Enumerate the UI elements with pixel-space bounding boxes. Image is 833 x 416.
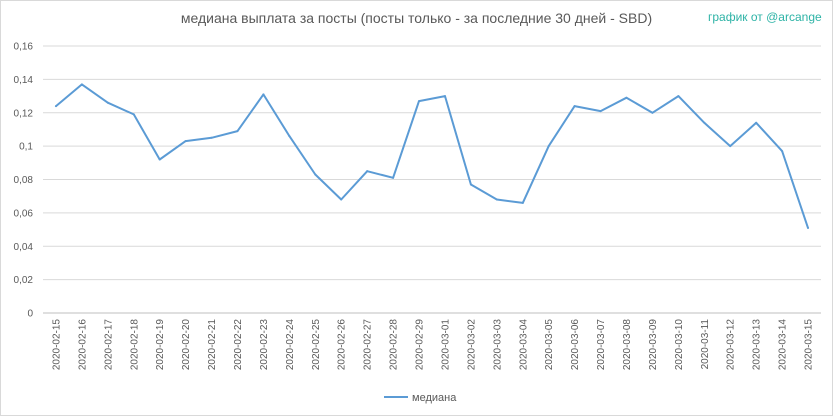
x-axis-ticks: 2020-02-15 2020-02-16 2020-02-17 2020-02-18… [51,319,814,371]
x-tick-label: 2020-03-03 [492,319,503,371]
x-tick-label: 2020-02-22 [233,319,244,371]
x-tick-label: 2020-03-02 [466,319,477,371]
x-tick-label: 2020-03-06 [570,319,581,371]
x-tick-label: 2020-02-23 [259,319,270,371]
x-tick-label: 2020-03-11 [700,319,711,370]
y-tick-label: 0 [27,309,33,320]
x-tick-label: 2020-03-12 [726,319,737,371]
data-point [729,145,732,148]
data-point [392,176,395,179]
data-point [547,145,550,148]
data-point [495,198,498,201]
data-point [366,170,369,173]
data-point [236,130,239,133]
y-tick-label: 0,08 [14,175,34,186]
data-point [755,121,758,124]
x-tick-label: 2020-02-17 [103,319,114,371]
legend-label: медиана [412,392,457,404]
gridlines [43,45,821,314]
x-tick-label: 2020-02-18 [129,319,140,371]
data-point [210,136,213,139]
data-point [158,158,161,161]
x-tick-label: 2020-03-15 [804,319,815,371]
y-axis-ticks: 0 0,02 0,04 0,06 0,08 0,1 0,12 0,14 0,16 [14,42,34,320]
data-point [262,93,265,96]
x-tick-label: 2020-02-29 [415,319,426,371]
x-tick-label: 2020-02-27 [363,319,374,371]
x-tick-label: 2020-03-13 [752,319,763,371]
data-point [781,150,784,153]
y-tick-label: 0,06 [14,208,34,219]
x-tick-label: 2020-03-04 [518,319,529,371]
x-tick-label: 2020-02-15 [51,319,62,371]
x-tick-label: 2020-03-05 [544,319,555,371]
data-point [80,83,83,86]
x-tick-label: 2020-02-21 [207,319,218,371]
data-point [703,121,706,124]
watermark-credit: график от @arcange [708,10,822,24]
x-tick-label: 2020-03-07 [596,319,607,371]
chart-title: медиана выплата за посты (посты только -… [180,10,653,26]
x-tick-label: 2020-03-08 [622,319,633,371]
x-tick-label: 2020-02-24 [285,319,296,371]
y-tick-label: 0,02 [14,275,34,286]
series-line [55,83,809,229]
x-tick-label: 2020-03-14 [778,319,789,371]
data-point [288,135,291,138]
y-tick-label: 0,04 [14,242,34,253]
data-point [651,111,654,114]
data-point [184,140,187,143]
data-point [443,95,446,98]
y-tick-label: 0,12 [14,108,34,119]
data-point [106,101,109,104]
data-point [132,113,135,116]
data-point [807,226,810,229]
y-tick-label: 0,1 [19,142,33,153]
data-point [677,95,680,98]
x-tick-label: 2020-02-26 [337,319,348,371]
data-point [625,96,628,99]
x-tick-label: 2020-02-19 [155,319,166,371]
x-tick-label: 2020-03-01 [440,319,451,371]
x-tick-label: 2020-02-28 [389,319,400,371]
x-tick-label: 2020-02-25 [311,319,322,371]
x-tick-label: 2020-03-09 [648,319,659,371]
data-point [314,173,317,176]
data-point [573,105,576,108]
data-point [54,105,57,108]
x-tick-label: 2020-02-20 [181,319,192,371]
y-tick-label: 0,16 [14,42,34,53]
data-point [599,110,602,113]
data-point [340,198,343,201]
x-tick-label: 2020-03-10 [674,319,685,371]
x-tick-label: 2020-02-16 [77,319,88,371]
data-point [418,100,421,103]
legend: медиана [384,392,457,404]
y-tick-label: 0,14 [14,75,34,86]
data-point [469,183,472,186]
data-point [521,201,524,204]
series-layer [54,83,810,229]
